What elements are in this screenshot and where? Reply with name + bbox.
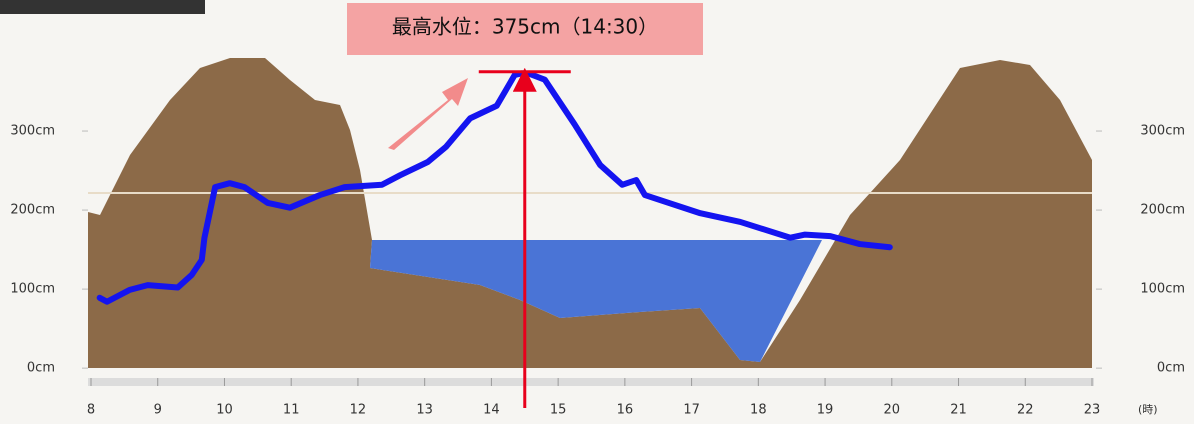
y-tick-label: 200cm — [10, 203, 55, 218]
x-tick-label: 22 — [1017, 403, 1034, 418]
annotation-box — [347, 3, 703, 55]
terrain — [88, 58, 1092, 368]
x-tick-label: 23 — [1084, 403, 1101, 418]
x-tick-label: 8 — [87, 403, 95, 418]
x-tick-label: 12 — [350, 403, 367, 418]
y-tick-label: 0cm — [27, 361, 55, 376]
x-tick-label: 21 — [950, 403, 967, 418]
x-tick-label: 16 — [617, 403, 634, 418]
axis-band — [88, 378, 1094, 386]
y2-tick-label: 0cm — [1157, 361, 1185, 376]
y-tick-label: 300cm — [10, 124, 55, 139]
rise-arrow — [388, 78, 468, 150]
y-tick-label: 100cm — [10, 282, 55, 297]
x-tick-label: 13 — [416, 403, 433, 418]
y2-tick-label: 300cm — [1140, 124, 1185, 139]
x-tick-label: 10 — [216, 403, 233, 418]
x-tick-label: 18 — [750, 403, 767, 418]
x-tick-label: 14 — [483, 403, 500, 418]
x-tick-label: 19 — [817, 403, 834, 418]
y2-tick-label: 100cm — [1140, 282, 1185, 297]
x-tick-label: 17 — [683, 403, 700, 418]
x-unit-label: (時) — [1138, 403, 1158, 416]
water-level-line — [96, 70, 893, 305]
x-tick-label: 15 — [550, 403, 567, 418]
header-bar — [0, 0, 205, 14]
y2-tick-label: 200cm — [1140, 203, 1185, 218]
water — [370, 240, 822, 362]
x-tick-label: 9 — [154, 403, 162, 418]
annotation: 最高水位：375cm（14:30） — [392, 15, 658, 39]
x-tick-label: 11 — [283, 403, 300, 418]
x-tick-label: 20 — [884, 403, 901, 418]
